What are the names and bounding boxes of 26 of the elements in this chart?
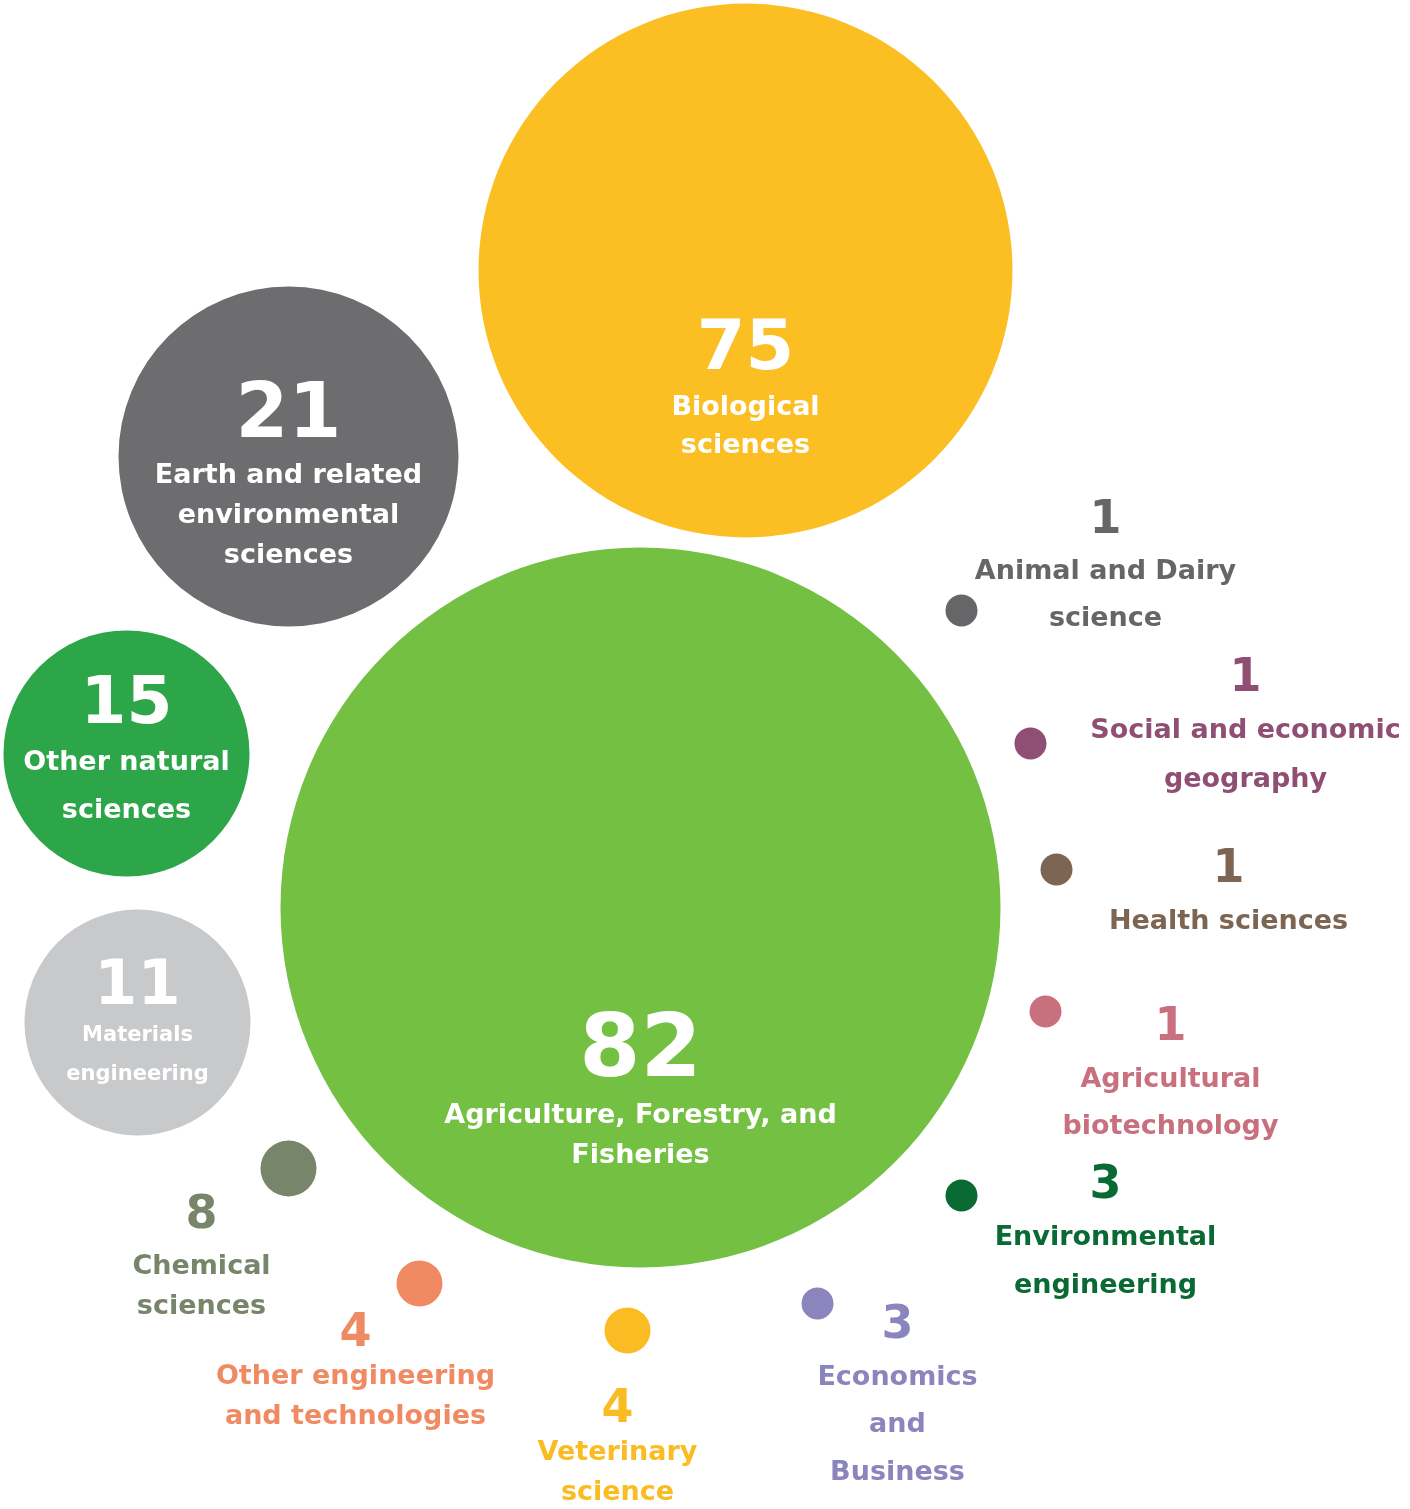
data-label: 4 xyxy=(339,1302,372,1357)
category-label: Other engineering and technologies xyxy=(215,1359,496,1430)
data-label: 1 xyxy=(1154,996,1187,1051)
category-label: Agriculture, Forestry, and Fisheries xyxy=(444,1098,837,1169)
category-label: Health sciences xyxy=(1108,904,1349,935)
category-label: Veterinary science xyxy=(537,1435,698,1506)
data-label: 1 xyxy=(1212,838,1245,893)
data-label: 1 xyxy=(1229,647,1262,702)
category-label: Earth and related environmental sciences xyxy=(154,458,423,569)
data-label: 15 xyxy=(80,662,173,739)
data-label: 4 xyxy=(601,1378,634,1433)
category-label: Animal and Dairy science xyxy=(974,554,1237,632)
data-label: 8 xyxy=(185,1184,218,1239)
data-label: 1 xyxy=(1089,489,1122,544)
data-label: 3 xyxy=(1089,1154,1122,1209)
category-label: Agricultural biotechnology xyxy=(1062,1062,1279,1140)
category-label: Chemical sciences xyxy=(132,1249,271,1320)
category-label: Social and economic geography xyxy=(1090,713,1401,793)
data-label: 75 xyxy=(696,304,795,386)
data-label: 3 xyxy=(881,1294,914,1349)
category-label: Other natural sciences xyxy=(23,745,230,824)
data-label: 82 xyxy=(579,993,702,1097)
category-label: Environmental engineering xyxy=(994,1220,1217,1299)
category-label: Economics and Business xyxy=(817,1360,978,1486)
category-label: Biological sciences xyxy=(671,390,820,459)
data-label: 21 xyxy=(235,365,342,455)
